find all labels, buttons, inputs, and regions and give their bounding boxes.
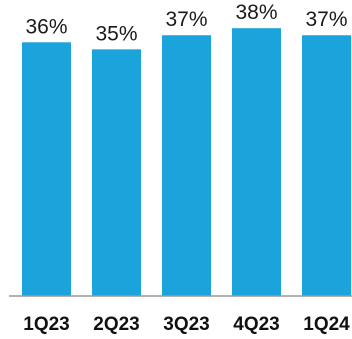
x-tick-label-2q23: 2Q23 — [93, 314, 139, 335]
x-tick-labels-group: 1Q23 2Q23 3Q23 4Q23 1Q24 — [23, 314, 350, 335]
x-tick-label-3q23: 3Q23 — [163, 314, 209, 335]
value-label-4q23: 38% — [235, 1, 277, 24]
bar-4q23 — [232, 28, 281, 296]
bars-group — [22, 28, 351, 297]
x-tick-label-4q23: 4Q23 — [233, 314, 279, 335]
x-tick-label-1q24: 1Q24 — [303, 314, 350, 335]
value-label-2q23: 35% — [95, 22, 137, 45]
bar-1q24 — [302, 35, 351, 296]
value-labels-group: 36% 35% 37% 38% 37% — [25, 1, 347, 45]
value-label-1q24: 37% — [305, 8, 347, 31]
bar-3q23 — [162, 35, 211, 296]
bar-2q23 — [92, 49, 141, 297]
bar-1q23 — [22, 42, 71, 297]
value-label-1q23: 36% — [25, 15, 67, 38]
x-tick-label-1q23: 1Q23 — [23, 314, 69, 335]
value-label-3q23: 37% — [165, 8, 207, 31]
